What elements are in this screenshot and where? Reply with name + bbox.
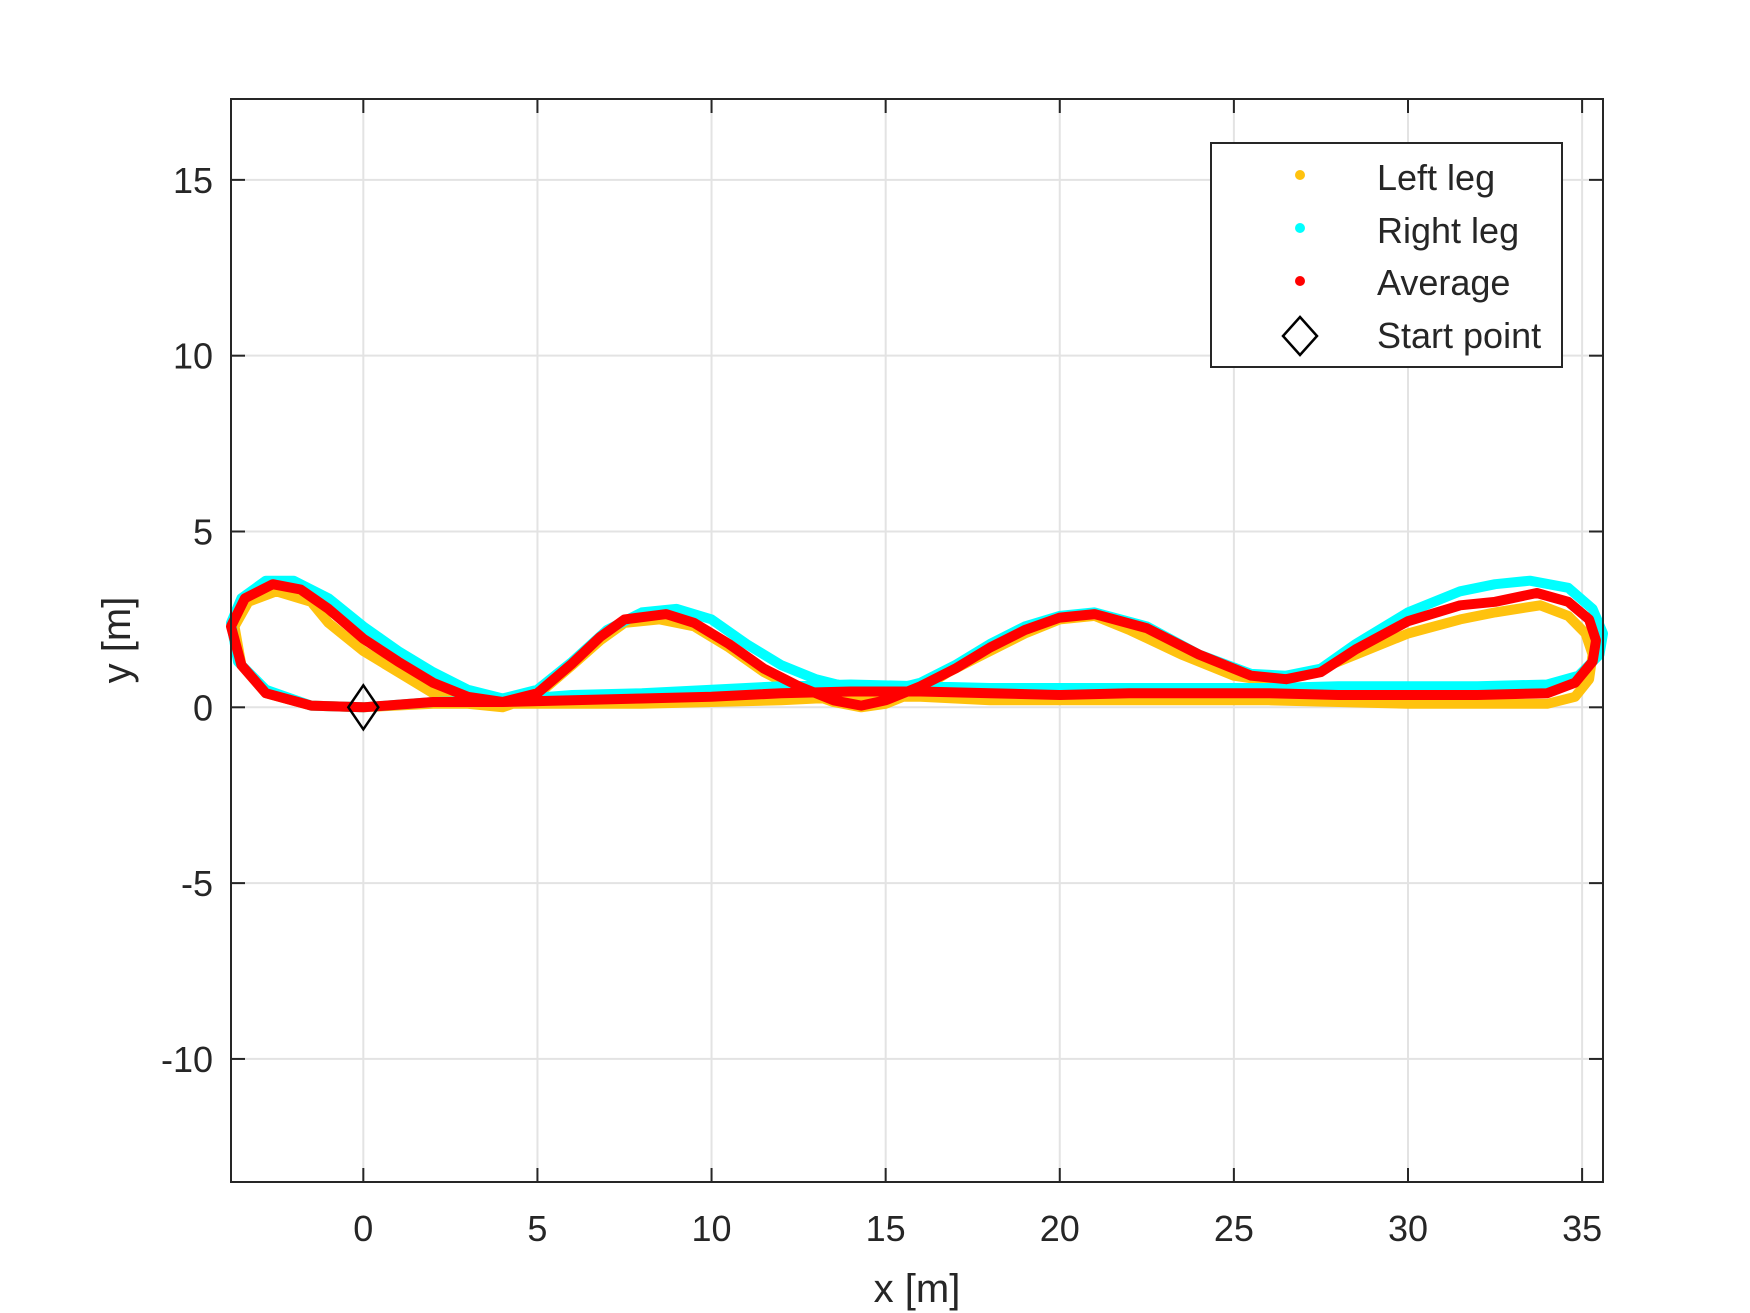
- legend-label-start-point: Start point: [1377, 315, 1541, 356]
- y-tick-label: 15: [173, 160, 213, 201]
- x-tick-label: 25: [1214, 1208, 1254, 1249]
- legend-marker-average: [1295, 276, 1305, 286]
- x-tick-label: 5: [527, 1208, 547, 1249]
- x-axis-label: x [m]: [874, 1267, 961, 1311]
- series-line-left-leg: [229, 586, 1598, 713]
- legend-label-right-leg: Right leg: [1377, 210, 1519, 251]
- start-point-layer: [346, 683, 380, 732]
- y-tick-label: 5: [193, 511, 213, 552]
- x-tick-label: 10: [692, 1208, 732, 1249]
- legend-box: [1210, 142, 1563, 368]
- y-axis-label: y [m]: [95, 597, 139, 684]
- x-tick-label: 20: [1040, 1208, 1080, 1249]
- legend-marker-right-leg: [1295, 223, 1305, 233]
- x-tick-label: 30: [1388, 1208, 1428, 1249]
- legend-label-left-leg: Left leg: [1377, 157, 1495, 198]
- tick-labels: 0 5 10 15 20 25 30 35 -10 -5 0 5 10 15: [161, 160, 1602, 1249]
- start-point-marker: [346, 683, 380, 732]
- series-layer: [226, 575, 1608, 713]
- series-line-average: [226, 579, 1601, 713]
- y-tick-label: 0: [193, 687, 213, 728]
- x-tick-label: 15: [866, 1208, 906, 1249]
- x-tick-label: 0: [353, 1208, 373, 1249]
- legend-marker-start-point: [1281, 315, 1319, 357]
- legend-marker-left-leg: [1295, 170, 1305, 180]
- x-tick-label: 35: [1562, 1208, 1602, 1249]
- legend-label-average: Average: [1377, 262, 1510, 303]
- axes-box: [230, 98, 1604, 1183]
- y-tick-label: -10: [161, 1039, 213, 1080]
- axis-ticks: [231, 99, 1603, 1182]
- y-tick-label: 10: [173, 336, 213, 377]
- legend: Left leg Right leg Average Start point: [1210, 142, 1563, 368]
- y-tick-label: -5: [181, 863, 213, 904]
